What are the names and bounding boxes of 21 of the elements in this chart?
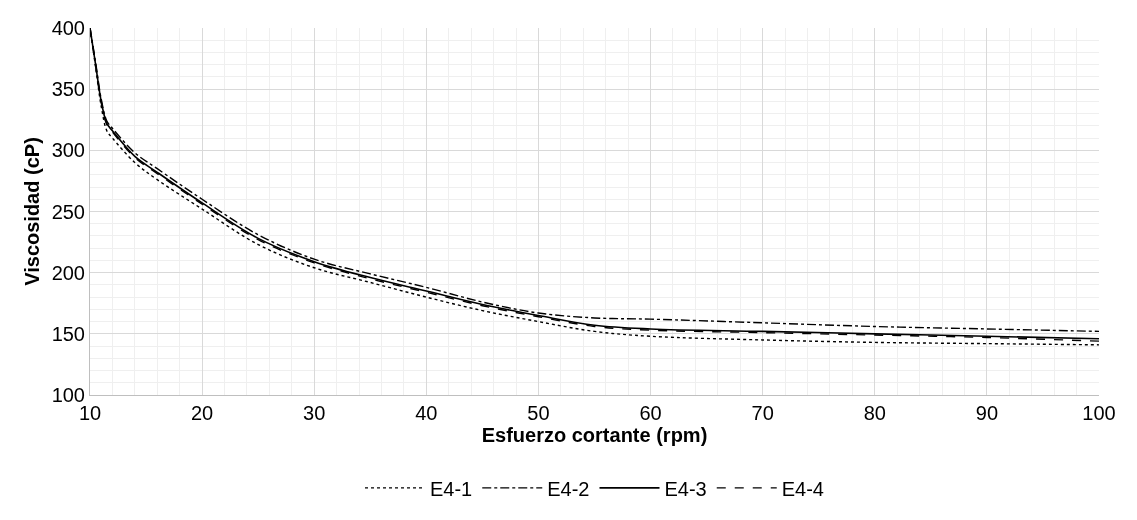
x-tick-label: 60 (639, 402, 662, 424)
x-tick-label: 80 (863, 402, 886, 424)
legend-label: E4-4 (781, 477, 824, 500)
x-tick-label: 90 (975, 402, 999, 424)
y-tick-label: 200 (51, 261, 85, 284)
y-tick-label: 400 (51, 17, 85, 39)
x-tick-label: 100 (1082, 402, 1116, 424)
x-tick-label: 30 (303, 402, 326, 424)
x-tick-label: 20 (190, 402, 214, 424)
x-axis-title: Esfuerzo cortante (rpm) (481, 424, 708, 446)
legend-label: E4-3 (664, 477, 707, 500)
x-tick-label: 70 (751, 402, 774, 424)
legend-label: E4-1 (430, 477, 473, 500)
y-tick-label: 150 (51, 322, 85, 345)
x-tick-label: 40 (415, 402, 438, 424)
y-axis-title: Viscosidad (cP) (21, 137, 44, 286)
x-tick-label: 50 (527, 402, 550, 424)
y-tick-label: 350 (51, 78, 85, 101)
legend-label: E4-2 (547, 477, 590, 500)
y-tick-label: 250 (51, 200, 85, 223)
y-tick-label: 300 (51, 139, 85, 162)
